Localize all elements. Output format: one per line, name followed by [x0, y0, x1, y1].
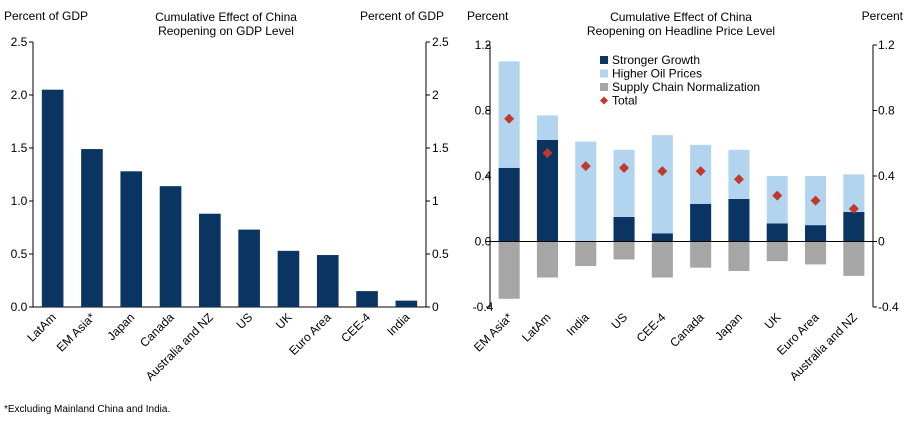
p2-legend-marker-total — [600, 97, 608, 105]
p1-bar-latam — [42, 90, 64, 307]
p2-x-tick-label-uk: UK — [762, 310, 784, 332]
p2-bar-stronger-growth-uk — [767, 223, 788, 241]
p2-bar-supply-chain-india — [575, 242, 596, 267]
p2-x-tick-label-india: India — [564, 310, 593, 339]
p1-x-tick-label-canada: Canada — [137, 310, 177, 350]
p1-x-tick-label-latam: LatAm — [24, 310, 58, 344]
p1-x-tick-label-us: US — [234, 310, 256, 332]
p2-bar-supply-chain-em-asia — [499, 242, 520, 299]
p2-title-line: Reopening on Headline Price Level — [587, 24, 775, 38]
p2-legend-swatch-higher-oil-prices — [600, 70, 608, 78]
p1-title-line: Cumulative Effect of China — [155, 10, 297, 24]
p2-bar-higher-oil-prices-us — [614, 150, 635, 217]
p2-x-tick-label-us: US — [608, 310, 630, 332]
p2-y-tick-label-right: 0.4 — [878, 169, 895, 183]
p2-bar-stronger-growth-japan — [728, 199, 749, 242]
footnote: *Excluding Mainland China and India. — [4, 404, 170, 415]
p2-x-tick-label-australia-and-nz: Australia and NZ — [787, 310, 860, 383]
p2-y-tick-label-right: 1.2 — [878, 38, 895, 52]
p2-y-axis-label-right: Percent — [862, 9, 904, 23]
p2-legend-label-total: Total — [612, 94, 637, 108]
p1-x-tick-label-uk: UK — [273, 310, 295, 332]
p1-x-tick-label-australia-and-nz: Australia and NZ — [143, 310, 216, 383]
p2-bar-stronger-growth-australia-and-nz — [843, 212, 864, 241]
p2-bar-supply-chain-australia-and-nz — [843, 242, 864, 276]
p2-bar-stronger-growth-us — [614, 217, 635, 242]
p1-bar-canada — [160, 186, 182, 307]
p1-y-tick-label-right: 0.5 — [432, 247, 449, 261]
p1-y-tick-label-left: 1.0 — [11, 194, 28, 208]
p2-legend-label-stronger-growth: Stronger Growth — [612, 53, 700, 67]
p1-bar-india — [396, 301, 418, 307]
p1-y-tick-label-right: 2.5 — [432, 35, 449, 49]
p2-y-axis-label-left: Percent — [467, 9, 509, 23]
p1-y-tick-label-right: 1 — [432, 194, 439, 208]
p1-x-tick-label-cee-4: CEE-4 — [338, 310, 373, 345]
p2-bar-supply-chain-euro-area — [805, 242, 826, 265]
p1-bar-us — [238, 230, 260, 307]
p1-x-tick-label-japan: Japan — [104, 310, 137, 343]
p2-bar-higher-oil-prices-cee-4 — [652, 135, 673, 233]
p1-y-tick-label-right: 0 — [432, 300, 439, 314]
p2-x-tick-label-em-asia: EM Asia* — [471, 310, 516, 355]
p1-x-tick-label-euro-area: Euro Area — [286, 310, 334, 358]
p2-bar-supply-chain-us — [614, 242, 635, 260]
p2-x-tick-label-latam: LatAm — [519, 310, 553, 344]
p2-bar-stronger-growth-em-asia — [499, 168, 520, 242]
p1-y-tick-label-right: 2 — [432, 88, 439, 102]
p2-bar-stronger-growth-canada — [690, 204, 711, 242]
p2-y-tick-label-right: 0.8 — [878, 104, 895, 118]
p1-bar-euro-area — [317, 255, 339, 307]
p2-bar-stronger-growth-cee-4 — [652, 233, 673, 241]
p2-y-tick-label-left: 0.8 — [475, 104, 492, 118]
p2-x-tick-label-japan: Japan — [712, 310, 745, 343]
p2-legend-label-higher-oil-prices: Higher Oil Prices — [612, 67, 702, 81]
p2-bar-stronger-growth-euro-area — [805, 225, 826, 241]
p1-y-tick-label-left: 0.5 — [11, 247, 28, 261]
p2-bar-supply-chain-latam — [537, 242, 558, 278]
p2-y-tick-label-left: 1.2 — [475, 38, 492, 52]
p1-x-tick-label-em-asia: EM Asia* — [54, 310, 99, 355]
p1-y-tick-label-left: 0.0 — [11, 300, 28, 314]
p1-title-line: Reopening on GDP Level — [158, 24, 294, 38]
p2-x-tick-label-canada: Canada — [667, 310, 707, 350]
p1-y-tick-label-left: 2.5 — [11, 35, 28, 49]
chart-figure: Cumulative Effect of ChinaReopening on G… — [0, 0, 916, 423]
p2-y-tick-label-right: -0.4 — [878, 300, 899, 314]
p2-bar-supply-chain-cee-4 — [652, 242, 673, 278]
p2-bar-higher-oil-prices-india — [575, 142, 596, 242]
p1-bar-cee-4 — [356, 291, 378, 307]
p2-bar-supply-chain-uk — [767, 242, 788, 262]
p1-x-tick-label-india: India — [384, 310, 413, 339]
p1-y-tick-label-left: 1.5 — [11, 141, 28, 155]
p2-legend-label-supply-chain-normalization: Supply Chain Normalization — [612, 80, 760, 94]
p2-title-line: Cumulative Effect of China — [610, 10, 752, 24]
p1-y-tick-label-left: 2.0 — [11, 88, 28, 102]
p1-y-tick-label-right: 1.5 — [432, 141, 449, 155]
p1-y-axis-label-right: Percent of GDP — [360, 9, 444, 23]
p2-legend-swatch-stronger-growth — [600, 56, 608, 64]
p2-y-tick-label-right: 0 — [878, 235, 885, 249]
p1-bar-uk — [278, 251, 300, 307]
p2-y-tick-label-left: 0.0 — [475, 235, 492, 249]
p1-bar-japan — [120, 171, 142, 307]
p2-bar-supply-chain-canada — [690, 242, 711, 268]
p1-bar-australia-and-nz — [199, 214, 221, 307]
p1-bar-em-asia — [81, 149, 103, 307]
p2-y-tick-label-left: 0.4 — [475, 169, 492, 183]
p2-bar-supply-chain-japan — [728, 242, 749, 271]
p1-y-axis-label-left: Percent of GDP — [4, 9, 88, 23]
p2-x-tick-label-cee-4: CEE-4 — [634, 310, 669, 345]
p2-y-tick-label-left: -0.4 — [473, 300, 494, 314]
p2-bar-higher-oil-prices-latam — [537, 115, 558, 140]
p2-legend-swatch-supply-chain-normalization — [600, 83, 608, 91]
